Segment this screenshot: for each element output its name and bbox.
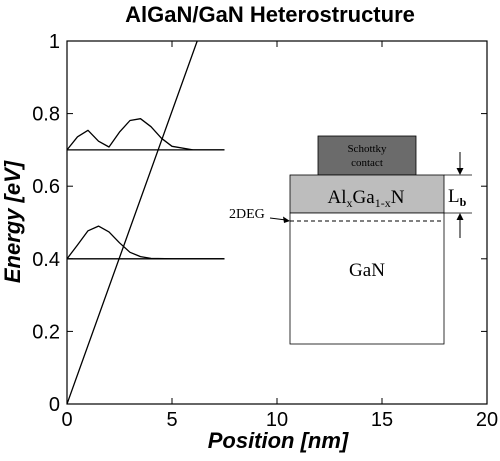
algan-al: Al (328, 187, 347, 208)
thickness-top-arrow-head (456, 168, 464, 175)
algan-x-subscript: x (347, 196, 353, 210)
x-tick-label-0: 0 (61, 409, 72, 431)
y-tick-label-1: 0.2 (32, 321, 60, 343)
y-tick-label-5: 1 (49, 31, 60, 53)
algan-n: N (391, 187, 405, 208)
chart-title: AlGaN/GaN Heterostructure (125, 2, 415, 27)
x-tick-label-10: 10 (266, 409, 288, 431)
gan-substrate-block (289, 212, 445, 345)
x-tick-label-5: 5 (166, 409, 177, 431)
schottky-contact-label-line1: Schottky (347, 143, 387, 155)
algan-1-x-subscript: 1-x (375, 196, 391, 210)
x-axis-label: Position [nm] (208, 428, 349, 453)
thickness-b-subscript: b (460, 195, 467, 209)
heterostructure-inset: Schottky contact AlxGa1-xN GaN 2DEG Lb (229, 135, 472, 345)
thickness-l: L (448, 186, 460, 207)
y-tick-label-3: 0.6 (32, 176, 60, 198)
thickness-label: Lb (448, 186, 467, 209)
y-axis-label: Energy [eV] (0, 160, 25, 283)
plot-area: 0 5 10 15 20 0 0.2 0.4 0.6 0.8 1 (32, 31, 498, 431)
algan-ga: Ga (353, 187, 376, 208)
ground-state-wavefunction (67, 225, 225, 260)
gan-substrate-label: GaN (349, 260, 385, 281)
2deg-label: 2DEG (229, 207, 265, 222)
y-tick-label-0: 0 (49, 394, 60, 416)
x-tick-label-15: 15 (371, 409, 393, 431)
thickness-bottom-arrow-head (456, 213, 464, 220)
schottky-contact-block (317, 135, 417, 176)
algan-barrier-label: AlxGa1-xN (328, 187, 405, 210)
2deg-arrow-head (283, 216, 290, 223)
x-tick-label-20: 20 (476, 409, 498, 431)
y-tick-label-4: 0.8 (32, 104, 60, 126)
excited-state-wavefunction (67, 118, 225, 151)
algan-barrier-block (289, 174, 445, 214)
potential-line (67, 41, 198, 404)
y-tick-label-2: 0.4 (32, 249, 60, 271)
schottky-contact-label-line2: contact (351, 157, 383, 169)
2deg-arrow-shaft (269, 217, 287, 221)
